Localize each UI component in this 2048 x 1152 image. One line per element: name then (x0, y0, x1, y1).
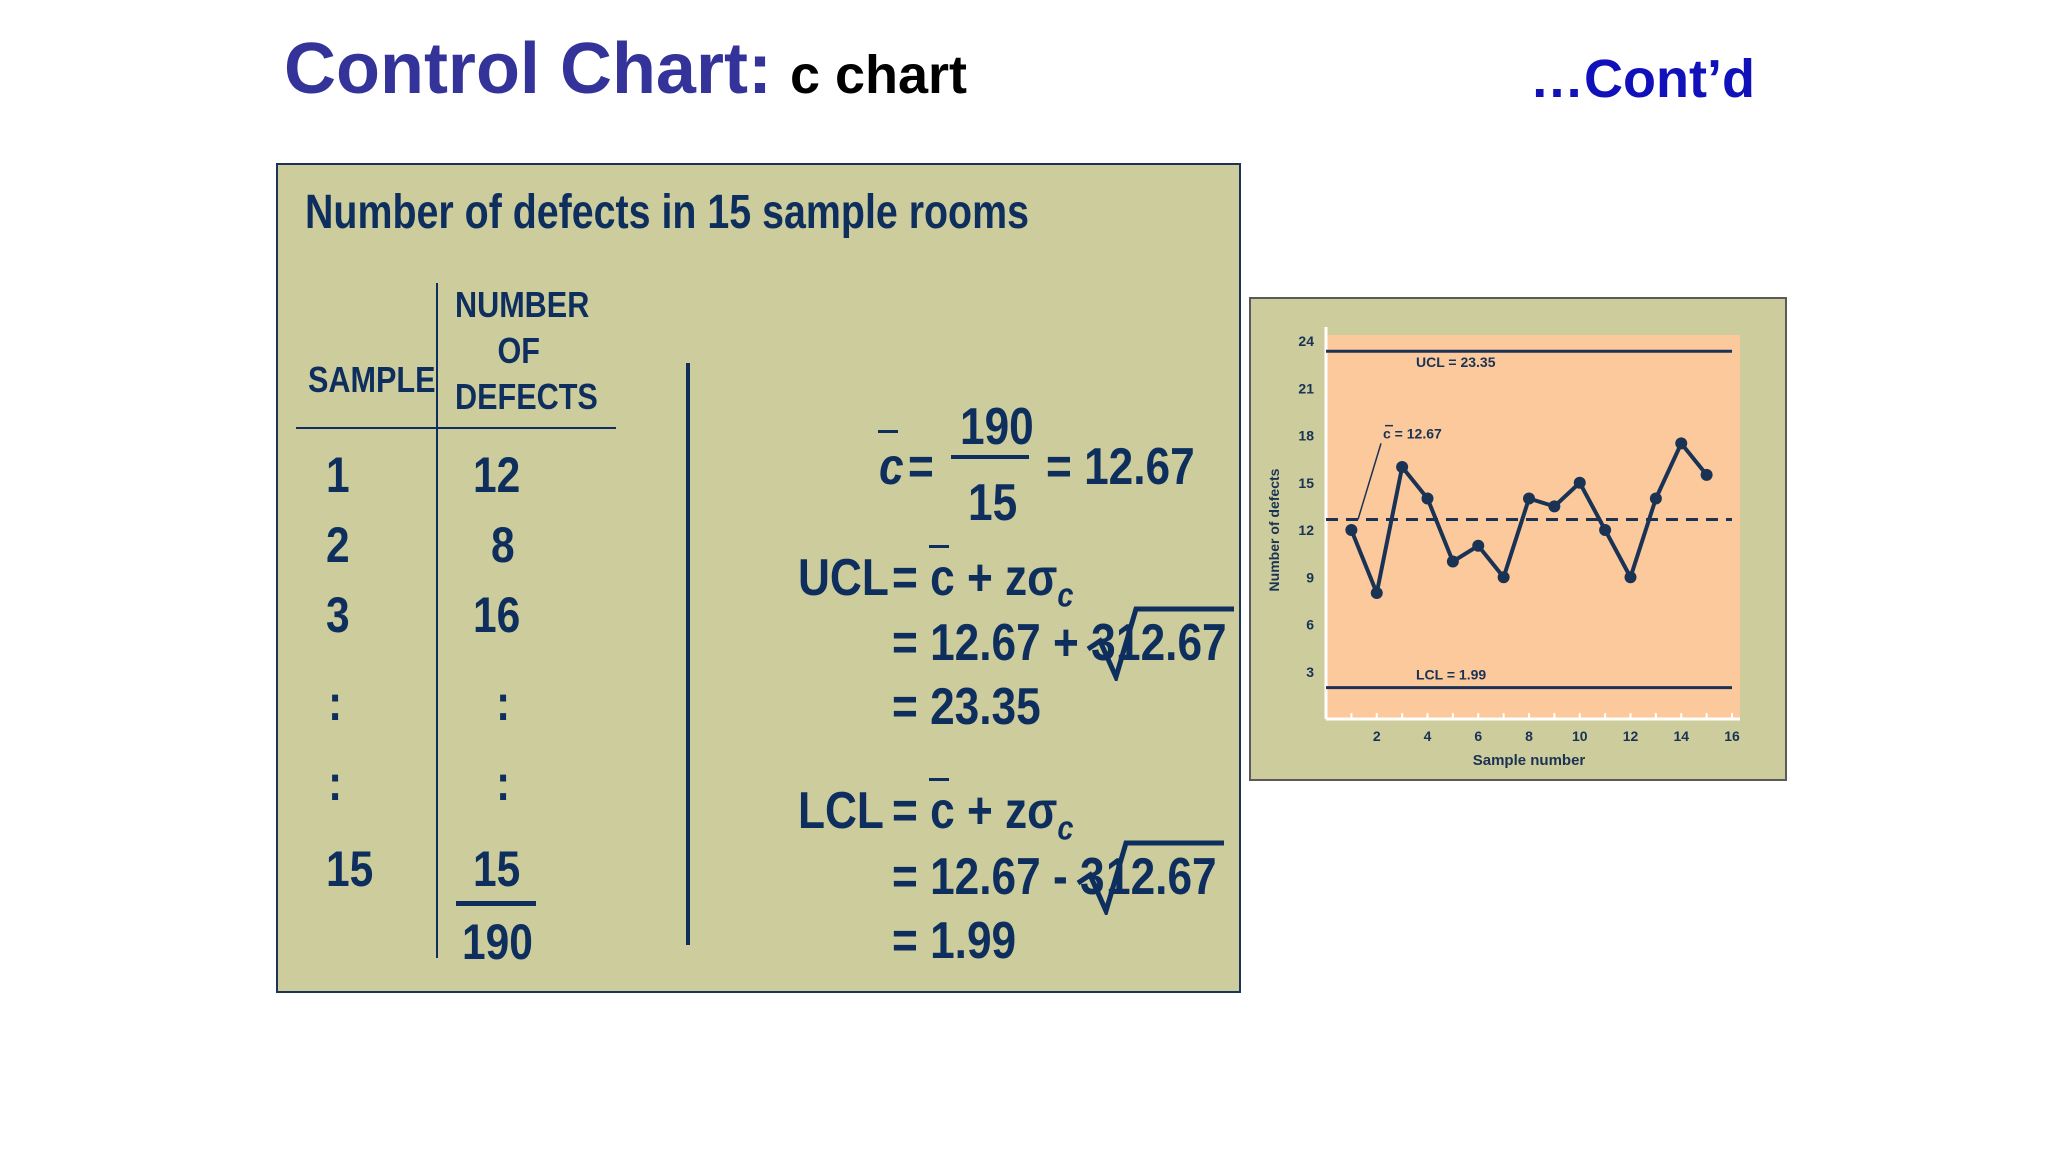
cbar-equals: = (908, 438, 934, 496)
data-point (1649, 492, 1662, 505)
data-point (1396, 461, 1409, 473)
y-tick-label: 6 (1306, 617, 1314, 633)
defects-cell: 16 (473, 587, 521, 643)
y-tick-label: 24 (1298, 333, 1314, 349)
ucl-formula: = c + zσc (892, 548, 1073, 615)
lcl-radicand: 12.67 (1106, 848, 1217, 906)
x-tick-label: 10 (1572, 728, 1588, 744)
lcl-subscript: c (1057, 809, 1074, 848)
lcl-label: LCL (798, 782, 884, 840)
defects-header-line: NUMBER (455, 284, 590, 325)
cbar-symbol: c (879, 438, 904, 496)
data-point (1573, 476, 1586, 489)
ucl-sqrt-icon (1086, 606, 1234, 681)
sample-cell: : (328, 675, 343, 731)
x-tick-label: 14 (1673, 728, 1689, 744)
lcl-formula: = c + zσc (892, 781, 1073, 848)
table-caption: Number of defects in 15 sample rooms (305, 186, 1029, 239)
data-point (1523, 492, 1535, 505)
lcl-cbar-overline (929, 778, 949, 781)
data-panel: Number of defects in 15 sample rooms SAM… (276, 163, 1241, 993)
sum-rule (456, 901, 536, 906)
defects-cell: 8 (491, 517, 515, 573)
title-sub: c chart (789, 45, 968, 105)
sample-cell: 15 (326, 841, 374, 897)
data-point (1421, 492, 1434, 505)
y-axis-label: Number of defects (1266, 468, 1282, 591)
lcl-line1: = c + zσ (892, 782, 1058, 840)
ucl-subscript: c (1057, 576, 1074, 615)
data-point (1675, 437, 1688, 450)
x-axis-label: Sample number (1473, 752, 1586, 769)
y-tick-label: 15 (1298, 475, 1314, 491)
cbar-denominator: 15 (968, 474, 1018, 532)
center-label-leader (1357, 443, 1382, 520)
data-point (1472, 539, 1485, 552)
center-line-label: c = 12.67 (1383, 426, 1442, 442)
data-point (1345, 524, 1358, 536)
data-point (1599, 524, 1612, 536)
data-point (1446, 555, 1459, 568)
continued-label: …Cont’d (1530, 49, 1755, 109)
defects-cell: 12 (473, 447, 521, 503)
ucl-label: UCL (798, 549, 889, 607)
y-tick-label: 12 (1298, 522, 1314, 538)
ucl-line2: = 12.67 + 3 (892, 614, 1116, 672)
x-tick-label: 8 (1525, 728, 1533, 744)
y-tick-label: 18 (1298, 428, 1314, 444)
defects-cell: 15 (473, 841, 521, 897)
total-cell: 190 (462, 914, 533, 970)
y-tick-label: 3 (1306, 664, 1314, 680)
cbar-overline (878, 430, 898, 433)
slide-title: Control Chart: c chart (284, 28, 967, 110)
x-tick-label: 2 (1373, 728, 1381, 744)
sample-cell: : (328, 755, 343, 811)
data-point (1624, 571, 1637, 584)
ucl-line-label: UCL = 23.35 (1416, 354, 1496, 370)
defects-header: NUMBER OF DEFECTS (455, 282, 598, 420)
title-main: Control Chart: (284, 29, 772, 109)
lcl-sqrt-icon (1076, 840, 1224, 915)
sample-header: SAMPLE (308, 359, 436, 400)
defects-cell: : (496, 755, 511, 811)
defects-header-line: OF (497, 330, 541, 371)
sample-cell: 1 (326, 447, 350, 503)
ucl-radicand: 12.67 (1116, 614, 1227, 672)
data-point (1700, 468, 1713, 481)
defects-header-line: DEFECTS (455, 376, 598, 417)
x-tick-label: 4 (1424, 728, 1432, 744)
cbar-numerator: 190 (960, 398, 1034, 456)
control-chart-box: 2 4 6 8 10 12 14 16 3 6 9 12 15 18 21 24 Sample number Nu… (1249, 297, 1787, 781)
data-point (1370, 587, 1383, 599)
lcl-line-label: LCL = 1.99 (1416, 667, 1486, 683)
defects-cell: : (496, 675, 511, 731)
lcl-line2: = 12.67 - 3 (892, 848, 1105, 906)
cbar-result: = 12.67 (1046, 438, 1195, 496)
x-tick-label: 6 (1474, 728, 1482, 744)
y-tick-label: 9 (1306, 569, 1314, 585)
x-tick-label: 12 (1623, 728, 1639, 744)
ucl-line1: = c + zσ (892, 549, 1058, 607)
lcl-result: = 1.99 (892, 912, 1017, 970)
table-vertical-rule (436, 283, 438, 958)
divider-rule (686, 363, 690, 945)
x-tick-label: 16 (1724, 728, 1740, 744)
data-point (1497, 571, 1510, 584)
plot-area (1326, 335, 1740, 719)
ucl-result: = 23.35 (892, 678, 1041, 736)
fraction-bar (951, 455, 1029, 459)
table-header-rule (296, 427, 616, 429)
y-tick-label: 21 (1298, 380, 1314, 396)
data-point (1548, 500, 1561, 513)
ucl-cbar-overline (929, 545, 949, 548)
sample-cell: 3 (326, 587, 350, 643)
sample-cell: 2 (326, 517, 350, 573)
